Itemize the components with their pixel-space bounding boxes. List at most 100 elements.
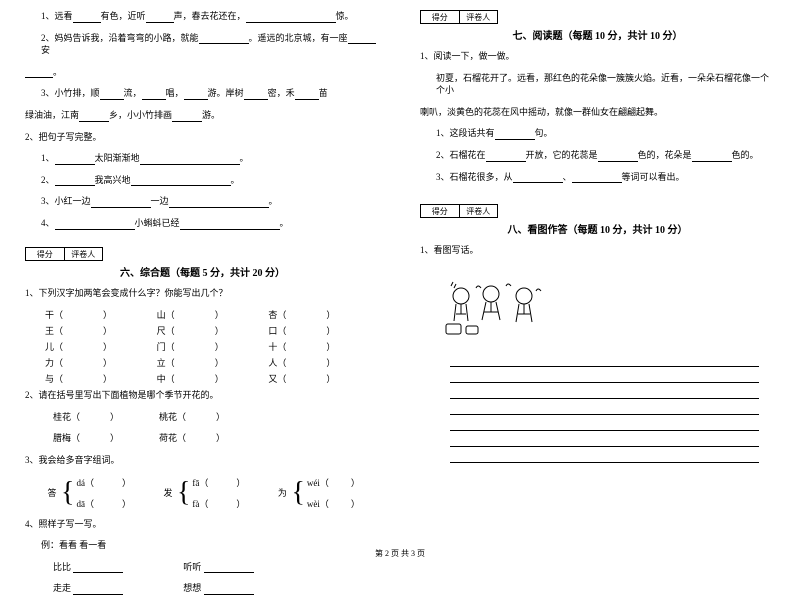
cell: ） [103, 374, 112, 384]
text: 开放，它的花蕊是 [526, 150, 598, 160]
cell: 与（ [45, 374, 63, 384]
pinyin-group-3: 为 { wéi（） wèi（） [275, 476, 359, 510]
q4-s2c: 。 [231, 175, 240, 185]
writing-line[interactable] [450, 399, 759, 415]
cell: ） [103, 342, 112, 352]
blank[interactable] [73, 562, 123, 573]
text: 色的。 [732, 150, 759, 160]
blank[interactable] [204, 584, 254, 595]
blank[interactable] [295, 89, 319, 100]
blank[interactable] [199, 33, 249, 44]
q4-s4a: 4、 [41, 218, 55, 228]
q6-2-r1: 桂花（）桃花（） [25, 411, 380, 424]
blank[interactable] [55, 175, 95, 186]
blank[interactable] [572, 172, 622, 183]
blank[interactable] [100, 89, 124, 100]
text: 3、石榴花很多，从 [436, 172, 513, 182]
q1-t2: 声，春去花还在， [174, 11, 246, 21]
blank[interactable] [486, 151, 526, 162]
cell: ） [216, 412, 225, 422]
blank[interactable] [348, 33, 376, 44]
q4-s1b: 太阳渐渐地 [95, 153, 140, 163]
cell: 口（ [268, 326, 286, 336]
writing-line[interactable] [450, 351, 759, 367]
q6-1-title: 1、下列汉字加两笔会变成什么字？你能写出几个？ [25, 287, 380, 300]
q2-t2: 安 [41, 45, 50, 55]
cell: 腊梅（ [53, 433, 80, 443]
table-row: 力（）立（）人（） [25, 356, 380, 369]
q6-2-r2: 腊梅（）荷花（） [25, 432, 380, 445]
cell: ） [326, 326, 335, 336]
blank[interactable] [513, 172, 563, 183]
score-cell-grader: 评卷人 [460, 205, 498, 217]
paren: ） [351, 497, 360, 510]
blank[interactable] [73, 584, 123, 595]
blank[interactable] [142, 89, 166, 100]
blank[interactable] [140, 154, 240, 165]
q4-title: 2、把句子写完整。 [25, 131, 380, 144]
blank[interactable] [244, 89, 268, 100]
q4-s1: 1、太阳渐渐地。 [25, 152, 380, 165]
blank[interactable] [131, 175, 231, 186]
char-label: 为 [275, 486, 289, 499]
blank[interactable] [146, 12, 174, 23]
blank[interactable] [598, 151, 638, 162]
blank[interactable] [692, 151, 732, 162]
page-footer: 第 2 页 共 3 页 [0, 548, 800, 559]
blank[interactable] [25, 67, 53, 78]
brace-icon: { [61, 479, 74, 507]
writing-line[interactable] [450, 383, 759, 399]
q7-s1: 1、这段话共有 句。 [420, 127, 775, 140]
writing-line[interactable] [450, 367, 759, 383]
cell: 立（ [157, 358, 175, 368]
text: 等词可以看出。 [622, 172, 685, 182]
cell: ） [103, 310, 112, 320]
writing-line[interactable] [450, 415, 759, 431]
pinyin: dá（ [76, 476, 94, 489]
brace-icon: { [291, 479, 304, 507]
pinyin-group-1: 答 { dá（） dā（） [45, 476, 131, 510]
blank[interactable] [169, 197, 269, 208]
char-label: 答 [45, 486, 59, 499]
text: 2、石榴花在 [436, 150, 486, 160]
blank[interactable] [79, 111, 109, 122]
blank[interactable] [55, 219, 135, 230]
q6-4-title: 4、照样子写一写。 [25, 518, 380, 531]
cell: 力（ [45, 358, 63, 368]
cell: ） [103, 326, 112, 336]
table-row: 儿（）门（）十（） [25, 340, 380, 353]
text: 色的，花朵是 [638, 150, 692, 160]
pinyin: wéi（ [307, 476, 329, 489]
blank[interactable] [246, 12, 336, 23]
text: 句。 [535, 128, 553, 138]
cell: 又（ [268, 374, 286, 384]
blank[interactable] [172, 111, 202, 122]
cell: ） [215, 374, 224, 384]
q3-l2c: 游。 [202, 110, 220, 120]
text: 1、这段话共有 [436, 128, 495, 138]
writing-line[interactable] [450, 447, 759, 463]
q4-s3c: 。 [269, 196, 278, 206]
pinyin: dā（ [76, 497, 94, 510]
fill-blank-q2: 2、妈妈告诉我，沿着弯弯的小路，就能。遥远的北京城，有一座安 [25, 32, 380, 57]
cell: 山（ [157, 310, 175, 320]
table-row: 与（）中（）又（） [25, 372, 380, 385]
q4-s2a: 2、 [41, 175, 55, 185]
q3-t5: 苗 [319, 88, 328, 98]
pinyin: wèi（ [307, 497, 329, 510]
children-playing-icon [436, 266, 556, 341]
blank[interactable] [204, 562, 254, 573]
writing-line[interactable] [450, 431, 759, 447]
q6-4-r1: 比比 听听 [25, 561, 380, 574]
blank[interactable] [184, 89, 208, 100]
blank[interactable] [55, 154, 95, 165]
cell: 门（ [157, 342, 175, 352]
q3-t4: 密，禾 [268, 88, 295, 98]
blank[interactable] [495, 129, 535, 140]
blank[interactable] [73, 12, 101, 23]
table-row: 王（）尺（）口（） [25, 324, 380, 337]
q4-s1c: 。 [240, 153, 249, 163]
q2-t3: 。 [53, 67, 62, 77]
blank[interactable] [91, 197, 151, 208]
blank[interactable] [180, 219, 280, 230]
